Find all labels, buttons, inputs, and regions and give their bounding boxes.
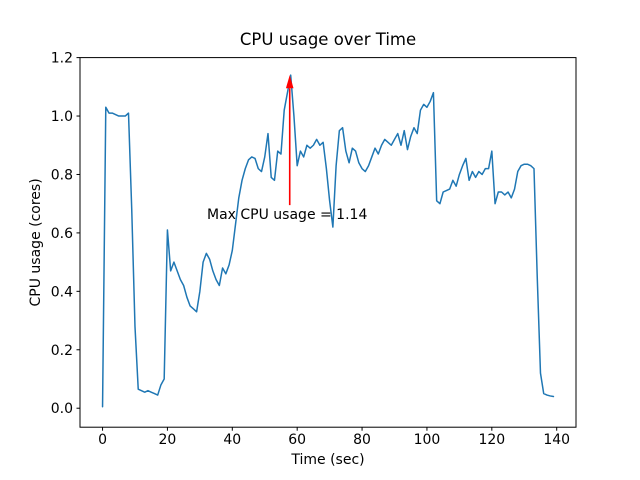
x-tick-label: 120 bbox=[478, 432, 505, 448]
y-tick-label: 0.8 bbox=[51, 167, 73, 183]
x-tick-label: 100 bbox=[414, 432, 441, 448]
y-tick-label: 1.0 bbox=[51, 109, 73, 125]
axes-frame bbox=[79, 57, 577, 428]
max-arrow-head-icon bbox=[285, 75, 294, 89]
max-annotation bbox=[285, 75, 294, 206]
y-tick-label: 0.6 bbox=[51, 226, 73, 242]
x-tick-label: 20 bbox=[159, 432, 177, 448]
x-tick-label: 40 bbox=[223, 432, 241, 448]
y-tick-label: 0.2 bbox=[51, 343, 73, 359]
chart-title: CPU usage over Time bbox=[240, 30, 416, 49]
y-tick-label: 0.0 bbox=[51, 401, 73, 417]
cpu-usage-line bbox=[101, 74, 555, 408]
x-axis-label: Time (sec) bbox=[290, 452, 364, 468]
y-axis-label: CPU usage (cores) bbox=[28, 178, 44, 306]
x-tick-label: 60 bbox=[288, 432, 306, 448]
y-tick-label: 1.2 bbox=[51, 51, 73, 67]
data-series bbox=[101, 74, 555, 408]
y-tick-label: 0.4 bbox=[51, 284, 73, 300]
x-tick-label: 140 bbox=[543, 432, 570, 448]
annotation-text: Max CPU usage = 1.14 bbox=[207, 207, 367, 223]
axis-ticks: 0 20 40 60 80 100 120 140 0.0 0.2 0.4 0.6 0.8 1.0 1.2 bbox=[51, 51, 570, 448]
x-tick-label: 0 bbox=[98, 432, 107, 448]
x-tick-label: 80 bbox=[353, 432, 371, 448]
